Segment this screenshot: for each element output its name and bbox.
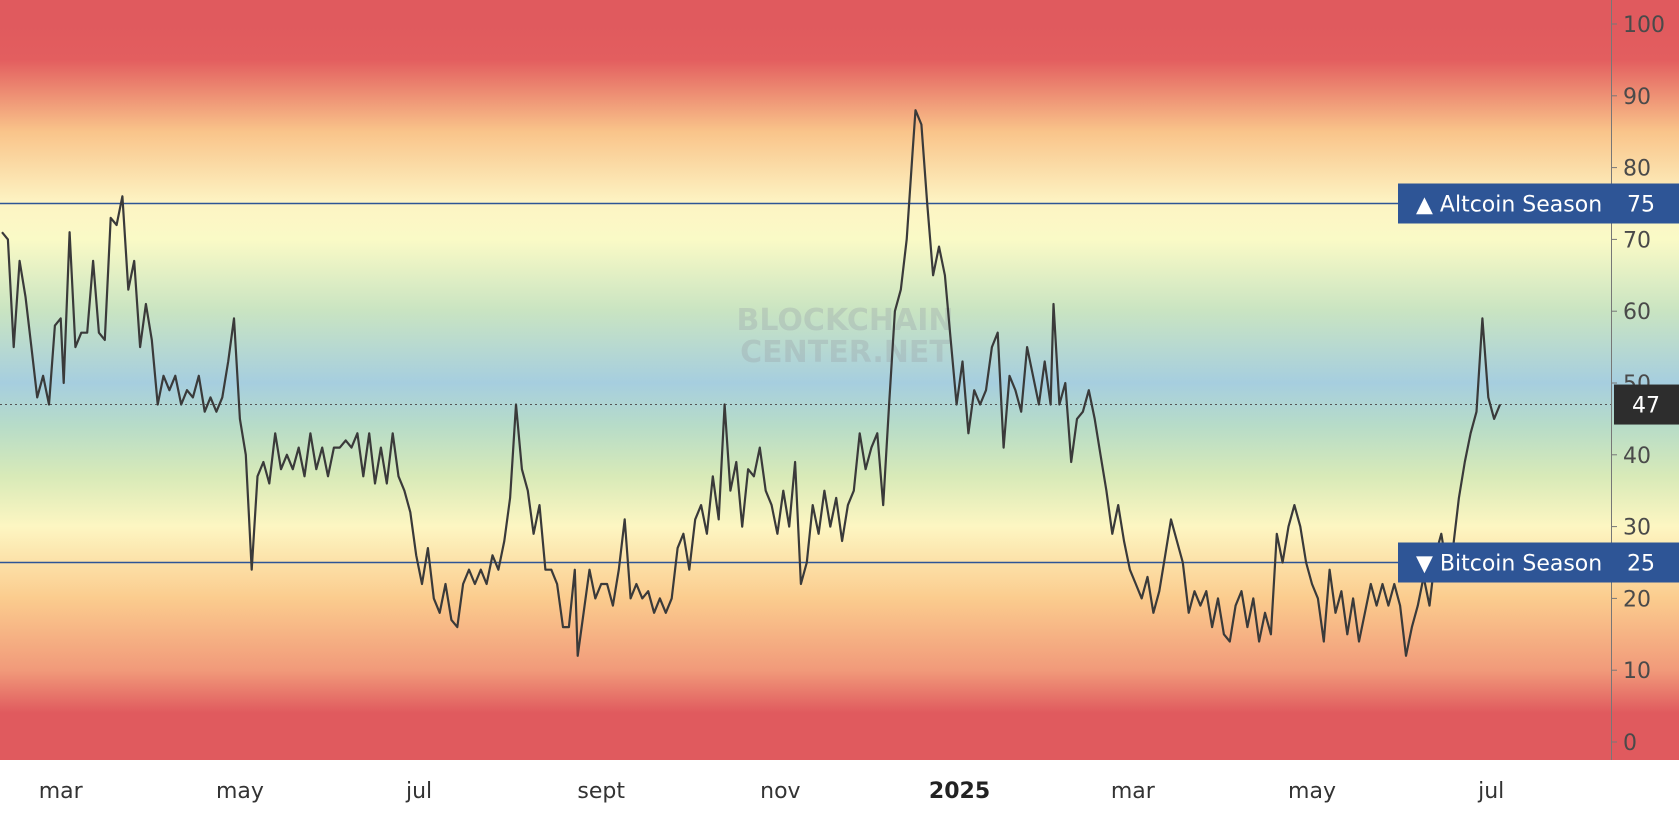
y-tick-label: 80 [1623,157,1651,182]
x-tick-label: jul [405,779,432,804]
y-tick-label: 60 [1623,300,1651,325]
x-tick-label: mar [1111,779,1156,804]
x-tick-label: may [216,779,264,804]
x-axis-ticks: mar may jul sept nov 2025 mar may jul [39,779,1505,804]
y-tick-label: 40 [1623,444,1651,469]
watermark-line: BLOCKCHAIN [737,303,954,338]
watermark-line: CENTER.NET [740,335,950,370]
current-value-badge [1614,384,1679,425]
x-tick-label: jul [1477,779,1504,804]
x-tick-label: nov [760,779,800,804]
y-tick-label: 30 [1623,516,1651,541]
reference-badge [1398,183,1679,224]
y-tick-label: 10 [1623,659,1651,684]
reference-badge-value: 25 [1627,552,1655,577]
y-tick-label: 90 [1623,85,1651,110]
reference-badge [1398,542,1679,583]
series-line [1,109,1502,657]
x-tick-label: sept [577,779,625,804]
value-badges: ▲ Altcoin Season 75 ▼ Bitcoin Season 25 47 [1398,183,1679,583]
credit-text: @ Anru Crypto [1508,785,1655,809]
x-tick-label: may [1288,779,1336,804]
plot-background [0,0,1611,760]
y-axis-panel [1611,0,1679,760]
y-tick-label: 100 [1623,13,1665,38]
reference-lines [0,202,1611,564]
x-tick-label: mar [39,779,84,804]
y-tick-label: 0 [1623,731,1637,756]
reference-badge-label: ▼ Bitcoin Season [1416,552,1602,577]
current-value-label: 47 [1632,394,1660,419]
y-tick-label: 70 [1623,228,1651,253]
y-tick-label: 20 [1623,587,1651,612]
reference-badge-value: 75 [1627,193,1655,218]
x-tick-label: 2025 [929,779,990,804]
reference-badge-label: ▲ Altcoin Season [1416,193,1602,218]
